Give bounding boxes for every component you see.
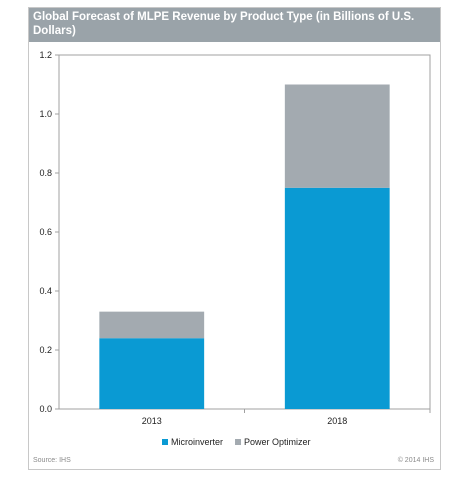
chart-title: Global Forecast of MLPE Revenue by Produ… xyxy=(29,8,440,42)
legend-swatch-0 xyxy=(162,439,168,445)
legend-label-0: Microinverter xyxy=(171,437,223,447)
bar-2018-power-optimizer xyxy=(284,84,390,188)
bar-2013-power-optimizer xyxy=(99,311,205,339)
bar-2013-microinverter xyxy=(99,338,205,409)
copyright-note: © 2014 IHS xyxy=(397,457,434,464)
y-tick-label-0: 0.0 xyxy=(39,404,52,414)
y-tick-label-5: 1.0 xyxy=(39,109,52,119)
y-tick-label-6: 1.2 xyxy=(39,50,52,60)
x-tick-label-1: 2018 xyxy=(327,416,347,426)
y-tick-label-4: 0.8 xyxy=(39,168,52,178)
legend-swatch-1 xyxy=(235,439,242,445)
source-note: Source: IHS xyxy=(33,457,71,464)
y-tick-label-3: 0.6 xyxy=(39,227,52,237)
y-tick-label-2: 0.4 xyxy=(39,286,52,296)
bar-2018-microinverter xyxy=(284,187,390,409)
legend-label-1: Power Optimizer xyxy=(244,437,311,447)
chart-svg: 0.0 0.2 0.4 0.6 0.8 1.0 1.2 2013 2018 Microinvert… xyxy=(39,50,431,447)
x-tick-label-0: 2013 xyxy=(142,416,162,426)
y-tick-label-1: 0.2 xyxy=(39,345,52,355)
chart-frame: Global Forecast of MLPE Revenue by Produ… xyxy=(28,7,441,470)
